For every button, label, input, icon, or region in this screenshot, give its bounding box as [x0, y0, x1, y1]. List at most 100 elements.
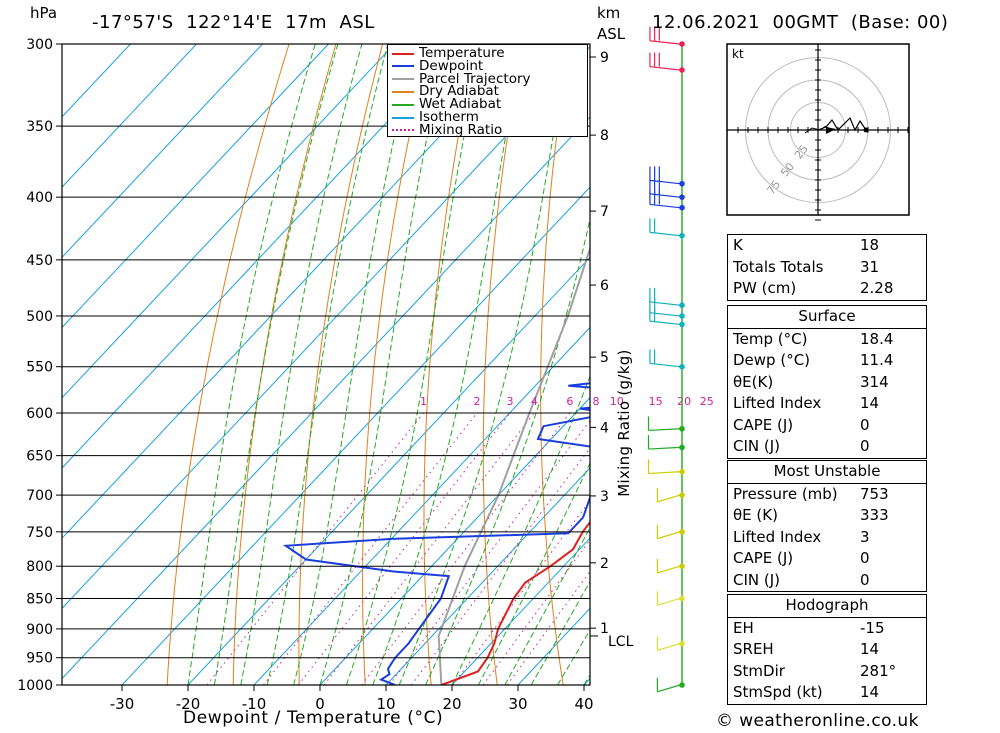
pressure-tick-label: 800 [26, 559, 53, 575]
pressure-tick-label: 1000 [17, 678, 53, 694]
dry-adiabat-line [991, 44, 1000, 685]
mixing-ratio-line [206, 412, 424, 685]
hodograph-lowlevel-trace [804, 125, 827, 134]
x-tick-label: 30 [508, 695, 527, 713]
mixing-ratio-label: 20 [677, 395, 691, 408]
wind-barb-point [679, 363, 685, 370]
wind-barb-staff [648, 428, 681, 432]
wind-barb-staff [648, 471, 681, 475]
index-label: EH [733, 618, 754, 637]
mixing-ratio-label: 10 [610, 395, 624, 408]
km-tick-label: 2 [600, 556, 609, 572]
km-tick-label: 5 [600, 350, 609, 366]
wind-barb-point [679, 180, 685, 187]
legend-swatch [392, 90, 414, 93]
lcl-label: LCL [608, 634, 634, 650]
x-tick-label: 20 [442, 695, 461, 713]
wind-barb-point [679, 468, 685, 475]
legend-swatch [392, 78, 414, 81]
wind-barb [649, 349, 681, 368]
wind-barb [647, 435, 681, 450]
legend-swatch [392, 116, 414, 119]
index-label: Dewp (°C) [733, 351, 811, 369]
wind-barb [649, 190, 681, 209]
wet-adiabat-line [504, 526, 590, 685]
index-label: CAPE (J) [733, 549, 794, 567]
index-label: SREH [733, 640, 774, 658]
wind-barb-point [679, 67, 685, 73]
wind-barb [656, 636, 681, 651]
pressure-tick-label: 500 [26, 309, 53, 325]
x-tick-label: -10 [242, 695, 267, 713]
wind-barb-point [679, 232, 685, 239]
wet-adiabat-line [187, 44, 316, 685]
legend-swatch [392, 103, 414, 106]
km-tick-label: 6 [600, 278, 609, 294]
wind-barb-point [679, 444, 685, 451]
index-value: 753 [860, 484, 889, 503]
wet-adiabat-line [372, 44, 524, 685]
isotherm-line [319, 397, 590, 685]
isotherm-line [187, 256, 590, 685]
index-row: Temp (°C) 18.4 [728, 329, 926, 351]
wet-adiabat-line [266, 44, 389, 685]
index-value: 0 [860, 437, 870, 455]
index-row: θE(K) 314 [728, 372, 926, 394]
index-row: StmDir 281° [728, 661, 926, 683]
hpa-unit-label: hPa [30, 4, 58, 22]
legend-swatch [392, 129, 414, 132]
index-label: Pressure (mb) [733, 484, 838, 503]
legend-swatch [392, 65, 414, 68]
pressure-tick-label: 700 [26, 488, 53, 504]
index-row: K 18 [728, 235, 926, 257]
index-label: Lifted Index [733, 527, 822, 546]
index-row: Lifted Index 3 [728, 527, 926, 549]
wet-adiabat-line [213, 44, 339, 685]
wet-adiabat-line [477, 462, 590, 685]
index-label: StmDir [733, 661, 785, 680]
wind-barb [656, 558, 681, 574]
index-value: 11.4 [860, 351, 894, 369]
wind-barb-staff [649, 66, 681, 71]
index-value: 314 [860, 372, 889, 391]
km-tick-label: 3 [600, 489, 609, 505]
index-label: θE (K) [733, 506, 778, 524]
wet-adiabat-line [240, 44, 363, 685]
pressure-tick-label: 750 [26, 525, 53, 541]
copyright: © weatheronline.co.uk [716, 711, 919, 731]
index-row: CAPE (J) 0 [728, 415, 926, 437]
legend-label: Isotherm [419, 109, 479, 125]
index-label: CAPE (J) [733, 415, 794, 434]
isotherm-line [121, 186, 590, 685]
km-tick-label: 9 [600, 50, 609, 66]
pressure-tick-label: 600 [26, 406, 53, 422]
isotherm-line [62, 44, 395, 399]
hodograph-table: Hodograph EH -15 SREH 14 StmDir 281° StmSpd (k… [727, 594, 927, 705]
hodograph-trace [817, 116, 867, 132]
wind-barb-staff [649, 362, 681, 368]
dry-adiabat-line [232, 44, 337, 685]
hodograph-title: Hodograph [728, 595, 926, 618]
pressure-tick-label: 900 [26, 622, 53, 638]
wind-barb-staff [657, 642, 681, 651]
wind-barb-point [679, 492, 685, 498]
index-row: Pressure (mb) 753 [728, 484, 926, 506]
wind-barb-staff [649, 203, 681, 209]
wind-barb [656, 524, 681, 540]
index-value: 18 [860, 236, 880, 254]
wind-barb [647, 459, 681, 475]
legend-item: Mixing Ratio [392, 123, 502, 137]
wind-barb-point [679, 41, 685, 47]
isotherm-line [62, 44, 263, 259]
location-title: -17°57'S 122°14'E 17m ASL [92, 12, 375, 33]
isotherm-line [62, 44, 131, 118]
pressure-tick-label: 550 [26, 360, 53, 376]
wet-adiabat-line [345, 44, 484, 685]
index-value: 3 [860, 527, 870, 546]
wind-barb-point [679, 302, 685, 309]
hodograph-unit-label: kt [732, 47, 744, 61]
isotherm-line [62, 45, 590, 610]
wind-barb-point [679, 425, 685, 432]
index-row: Totals Totals 31 [728, 257, 926, 279]
pressure-tick-label: 850 [26, 591, 53, 607]
